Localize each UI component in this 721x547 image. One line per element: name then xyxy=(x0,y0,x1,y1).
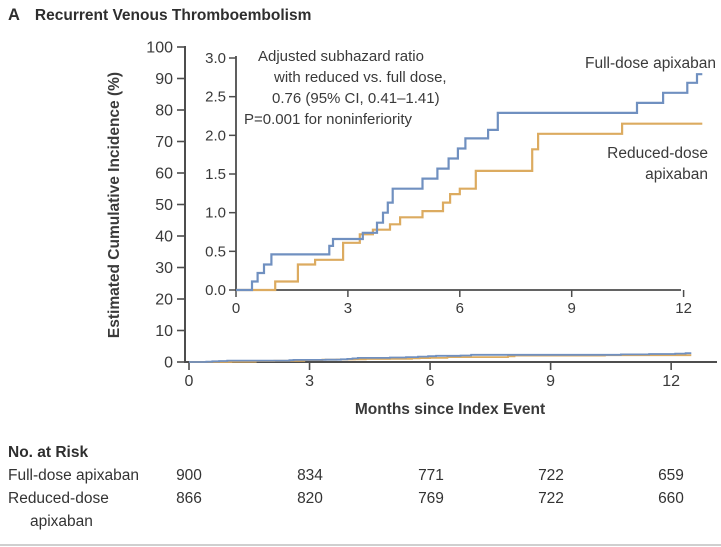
main-x-tick-label: 6 xyxy=(426,373,435,390)
legend-reduced-dose-label-line1: Reduced-dose xyxy=(607,145,708,162)
main-y-tick-label: 60 xyxy=(155,166,173,183)
x-axis-title: Months since Index Event xyxy=(355,401,545,418)
risk-value: 660 xyxy=(658,490,684,507)
main-y-tick-label: 90 xyxy=(155,71,173,88)
inset-y-tick-label: 3.0 xyxy=(205,50,226,67)
main-y-tick-label: 0 xyxy=(164,355,173,372)
y-axis-title: Estimated Cumulative Incidence (%) xyxy=(106,72,123,338)
inset-x-tick-label: 6 xyxy=(456,300,464,317)
risk-value: 900 xyxy=(176,467,202,484)
risk-row-label-reduced-dose-line1: Reduced-dose xyxy=(8,490,109,507)
main-x-tick-label: 3 xyxy=(305,373,314,390)
annotation-line-3: 0.76 (95% CI, 0.41–1.41) xyxy=(272,90,440,107)
inset-y-tick-label: 1.0 xyxy=(205,205,226,222)
main-y-tick-label: 70 xyxy=(155,134,173,151)
inset-y-tick-label: 2.5 xyxy=(205,89,226,106)
main-y-tick-label: 30 xyxy=(155,260,173,277)
annotation-line-2: with reduced vs. full dose, xyxy=(273,69,447,86)
main-x-tick-label: 12 xyxy=(662,373,680,390)
inset-y-tick-label: 1.5 xyxy=(205,166,226,183)
panel-label: A xyxy=(8,6,20,24)
figure-title-text: Recurrent Venous Thromboembolism xyxy=(34,7,312,24)
main-y-tick-label: 80 xyxy=(155,103,173,120)
risk-value: 866 xyxy=(176,490,202,507)
legend-full-dose-label: Full-dose apixaban xyxy=(585,55,716,72)
risk-table-title: No. at Risk xyxy=(8,444,89,461)
main-x-tick-label: 9 xyxy=(546,373,555,390)
figure-title: A Recurrent Venous Thromboembolism xyxy=(8,6,311,25)
legend-reduced-dose-label-line2: apixaban xyxy=(645,166,708,183)
annotation-line-1: Adjusted subhazard ratio xyxy=(258,48,424,65)
inset-y-tick-label: 2.0 xyxy=(205,127,226,144)
inset-x-tick-label: 0 xyxy=(232,300,240,317)
inset-x-tick-label: 3 xyxy=(344,300,352,317)
curve-full-dose-main xyxy=(189,352,692,363)
main-y-tick-label: 40 xyxy=(155,229,173,246)
inset-x-tick-label: 12 xyxy=(675,300,692,317)
main-y-tick-label: 100 xyxy=(146,40,173,57)
risk-value: 722 xyxy=(538,490,564,507)
inset-y-tick-label: 0.5 xyxy=(205,243,226,260)
figure-bottom-rule xyxy=(0,544,721,546)
curve-reduced-dose-inset xyxy=(236,122,703,292)
risk-row-label-reduced-dose-line2: apixaban xyxy=(30,513,93,530)
main-y-tick-label: 20 xyxy=(155,292,173,309)
risk-value: 769 xyxy=(418,490,444,507)
annotation-line-4: P=0.001 for noninferiority xyxy=(244,111,413,128)
risk-value: 659 xyxy=(658,467,684,484)
main-x-tick-label: 0 xyxy=(185,373,194,390)
risk-value: 834 xyxy=(297,467,323,484)
risk-value: 820 xyxy=(297,490,323,507)
main-y-tick-label: 10 xyxy=(155,323,173,340)
risk-value: 722 xyxy=(538,467,564,484)
risk-value: 771 xyxy=(418,467,444,484)
risk-row-label-full-dose: Full-dose apixaban xyxy=(8,467,139,484)
inset-x-tick-label: 9 xyxy=(568,300,576,317)
inset-y-tick-label: 0.0 xyxy=(205,282,226,299)
main-y-tick-label: 50 xyxy=(155,197,173,214)
curve-full-dose-inset xyxy=(236,73,703,292)
